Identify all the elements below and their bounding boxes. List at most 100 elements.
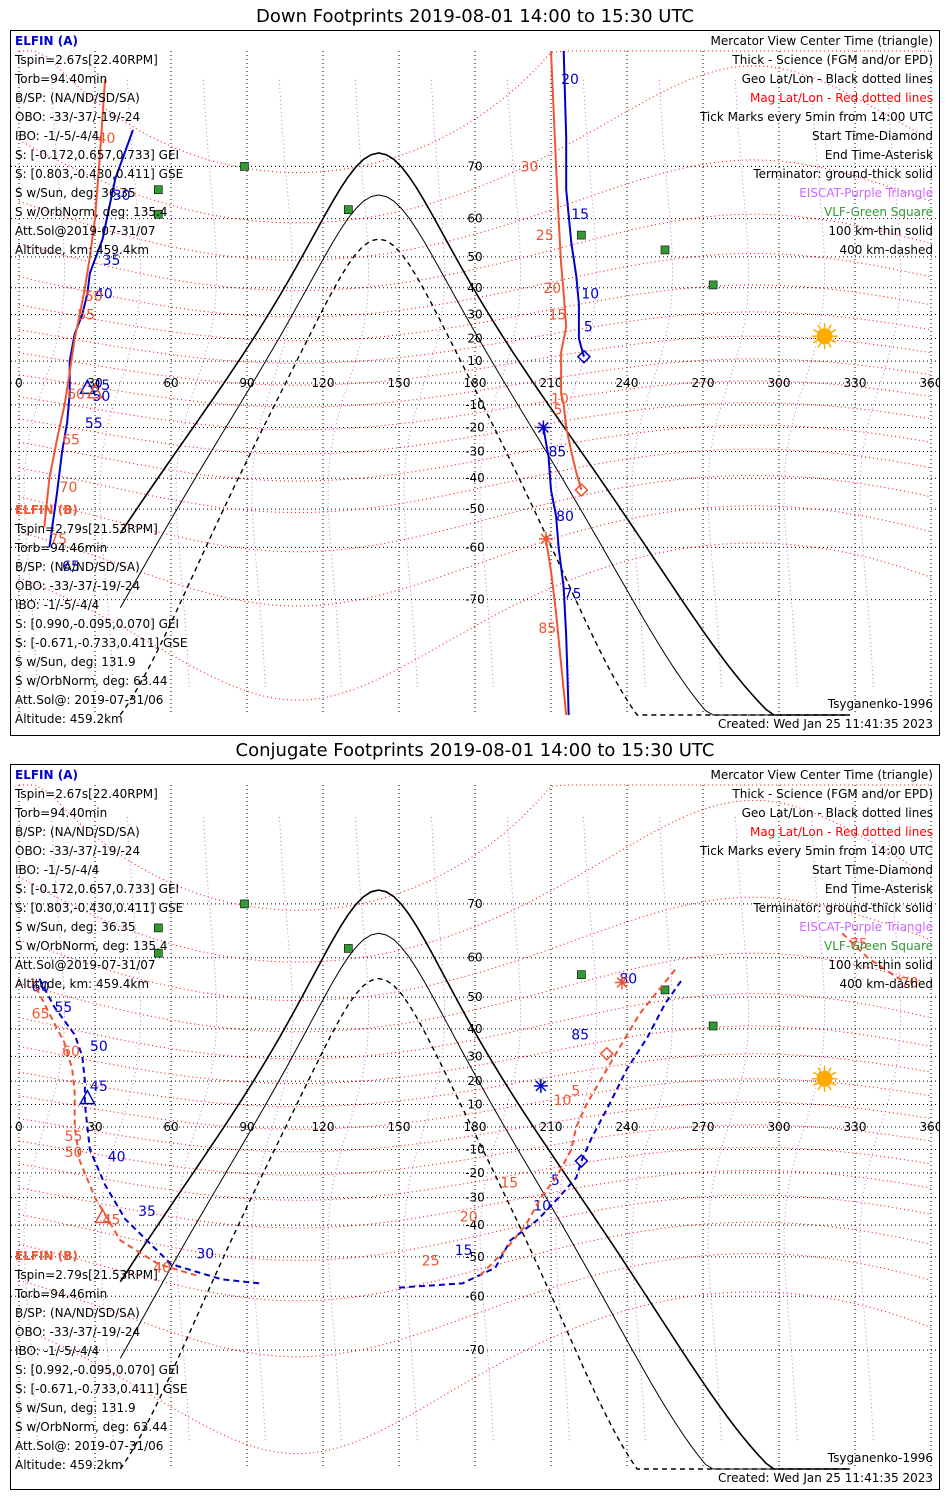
- info-line: S: [-0.172,0.657,0.733] GEI: [15, 148, 180, 162]
- track-tick-label: 15: [500, 1175, 518, 1191]
- vlf-station-marker: [240, 899, 249, 909]
- track-tick-label: 15: [455, 1243, 473, 1259]
- info-line: Altitude, km: 459.4km: [15, 977, 150, 991]
- center-triangle-marker: [79, 1088, 96, 1105]
- legend: Mercator View Center Time (triangle) Thic…: [700, 768, 933, 996]
- vlf-station-marker: [660, 245, 670, 255]
- info-line: B/SP: (NA/ND/SD/SA): [15, 1306, 140, 1320]
- mag-latitude-line: [18, 213, 932, 292]
- legend: Mercator View Center Time (triangle) Thic…: [700, 34, 933, 262]
- vlf-station-marker: [577, 970, 586, 979]
- end-asterisk-marker: [540, 533, 552, 545]
- track-tick-label: 35: [103, 253, 121, 269]
- end-asterisk-marker: [535, 1080, 547, 1092]
- track-tick-label: 15: [548, 307, 566, 323]
- legend-entry: Geo Lat/Lon - Black dotted lines: [741, 806, 933, 820]
- x-tick-label: 300: [768, 1120, 791, 1134]
- x-tick-label: 60: [163, 1120, 178, 1134]
- y-tick-label: -70: [465, 1343, 485, 1357]
- info-line: Att.Sol@: 2019-07-31/06: [15, 1439, 164, 1453]
- legend-entry: End Time-Asterisk: [824, 148, 933, 162]
- y-tick-label: 30: [467, 307, 482, 321]
- mag-latitude-line: [18, 505, 932, 607]
- end-asterisk-marker: [537, 421, 549, 433]
- mag-longitude-line: [555, 813, 598, 1441]
- track-tick-label: 60: [32, 979, 50, 995]
- panel-title: Down Footprints 2019-08-01 14:00 to 15:3…: [256, 6, 694, 27]
- track-tick-label: 10: [533, 1199, 551, 1215]
- x-tick-label: 30: [87, 1120, 102, 1134]
- track-tick-label: 50: [90, 1039, 108, 1055]
- legend-entry: Thick - Science (FGM and/or EPD): [732, 53, 933, 67]
- info-line: S: [0.803,-0.430,0.411] GSE: [15, 901, 184, 915]
- track-tick-label: 40: [108, 1149, 126, 1165]
- center-triangle-marker: [94, 1207, 111, 1224]
- x-tick-label: 0: [15, 1120, 23, 1134]
- x-tick-label: 270: [692, 1120, 715, 1134]
- conjugate-footprints-panel: 0 30 60 90 120 150 180 210 240 270 300 330 360 70 60 50…: [10, 764, 940, 1490]
- y-tick-label: -10: [465, 398, 485, 412]
- sun-ray: [831, 329, 837, 333]
- track-tick-label: 25: [422, 1253, 440, 1269]
- start-diamond-marker: [574, 1153, 589, 1169]
- info-line: Att.Sol@: 2019-07-31/06: [15, 693, 164, 707]
- panel-title: Conjugate Footprints 2019-08-01 14:00 to…: [235, 740, 715, 761]
- x-tick-label: 210: [540, 376, 563, 390]
- info-line: Torb=94.40min: [15, 806, 108, 820]
- mag-latitude-line: [18, 952, 932, 1033]
- sun-ray: [817, 1085, 822, 1091]
- x-tick-label: 90: [239, 1120, 254, 1134]
- legend-entry: Tick Marks every 5min from 14:00 UTC: [699, 110, 933, 124]
- track-tick-label: 75: [850, 937, 868, 953]
- info-line: IBO: -1/-5/-4/4: [15, 129, 100, 143]
- info-line: OBO: -33/-37/-19/-24: [15, 844, 141, 858]
- y-tick-label: -50: [465, 1250, 485, 1264]
- track-tick-label: 5: [551, 1173, 560, 1189]
- y-tick-label: -70: [465, 593, 485, 607]
- track-tick-label: 50: [85, 289, 103, 305]
- x-tick-label: 300: [768, 376, 791, 390]
- vlf-station-marker: [660, 985, 670, 995]
- sun-ray: [827, 342, 832, 348]
- terminator-ground: [119, 152, 850, 716]
- sun-ray: [812, 329, 819, 333]
- legend-entry: Mercator View Center Time (triangle): [710, 768, 933, 782]
- legend-entry: Start Time-Diamond: [811, 129, 933, 143]
- vlf-station-marker: [154, 209, 163, 219]
- mag-longitude-line: [707, 813, 750, 1441]
- vlf-station-marker: [344, 205, 353, 214]
- mag-latitude-line: [18, 253, 932, 318]
- center-triangle-marker: [86, 383, 104, 399]
- sun-icon: [816, 1070, 833, 1087]
- vlf-station-marker: [344, 944, 353, 953]
- terminator-400km: [119, 977, 850, 1470]
- vlf-station-marker: [154, 185, 163, 195]
- y-tick-label: -60: [465, 1289, 485, 1303]
- track-tick-label: 50: [65, 1145, 83, 1161]
- x-tick-label: 150: [388, 376, 411, 390]
- track-tick-label: 5: [554, 402, 563, 418]
- x-tick-label: 270: [692, 376, 715, 390]
- mag-latitude-line: [18, 542, 932, 701]
- legend-entry: EISCAT-Purple Triangle: [799, 186, 933, 200]
- legend-entry: Mercator View Center Time (triangle): [710, 34, 933, 48]
- elfin-a-title: ELFIN (A): [15, 34, 78, 48]
- terminator-ground: [119, 889, 850, 1470]
- elfin-b-info: Tspin=2.79s[21.53RPM] Torb=94.46min B/SP…: [15, 522, 188, 727]
- legend-entry: Terminator: ground-thick solid: [753, 167, 933, 181]
- info-line: OBO: -33/-37/-19/-24: [15, 579, 141, 593]
- elfin-a-track: [562, 50, 585, 357]
- y-tick-label: -10: [465, 1143, 485, 1157]
- info-line: S: [0.992,-0.095,0.070] GEI: [15, 1363, 180, 1377]
- elfin-b-title: ELFIN (B): [15, 1249, 78, 1263]
- legend-entry: Thick - Science (FGM and/or EPD): [732, 787, 933, 801]
- x-tick-label: 90: [239, 376, 254, 390]
- info-line: Tspin=2.79s[21.53RPM]: [15, 1268, 158, 1282]
- x-tick-label: 240: [616, 376, 639, 390]
- sun-ray: [817, 324, 822, 330]
- info-line: S: [-0.671,-0.733,0.411] GSE: [15, 636, 188, 650]
- y-tick-label: -30: [465, 445, 485, 459]
- y-tick-label: -60: [465, 540, 485, 554]
- info-line: Tspin=2.67s[22.40RPM]: [15, 53, 158, 67]
- mag-longitude-line: [783, 813, 826, 1441]
